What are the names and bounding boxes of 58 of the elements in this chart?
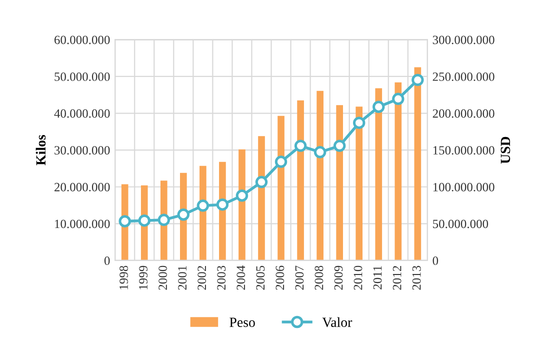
y2-axis-title: USD xyxy=(500,136,510,164)
x-tick-label: 2013 xyxy=(412,266,421,290)
y-tick-label: 0 xyxy=(104,256,110,265)
y2-tick-label: 200.000.000 xyxy=(432,109,494,118)
y2-tick-label: 250.000.000 xyxy=(432,72,494,81)
point xyxy=(138,214,150,227)
point xyxy=(372,100,385,113)
point xyxy=(392,92,404,106)
y-tick-label: 10.000.000 xyxy=(55,220,110,228)
x-tick-label: 2005 xyxy=(256,266,265,290)
x-tick-label: 2009 xyxy=(334,266,343,290)
point xyxy=(412,74,424,86)
bar xyxy=(394,82,402,260)
bar xyxy=(297,100,304,260)
bar xyxy=(356,106,363,260)
bar xyxy=(336,105,344,260)
y-tick-label: 60.000.000 xyxy=(54,36,110,44)
point xyxy=(118,215,131,228)
bar xyxy=(316,90,324,260)
point xyxy=(177,208,190,221)
y2-tick-label: 300.000.000 xyxy=(432,36,494,44)
y2-tick-label: 150.000.000 xyxy=(433,146,494,155)
bar xyxy=(375,88,382,260)
x-tick-label: 2004 xyxy=(236,266,246,290)
point xyxy=(196,200,210,212)
point xyxy=(294,140,307,152)
x-tick-label: 2008 xyxy=(314,266,324,290)
x-tick-label: 2003 xyxy=(217,266,226,290)
point xyxy=(353,116,366,129)
bar xyxy=(278,116,284,260)
y-tick-label: 50.000.000 xyxy=(54,72,110,81)
y-tick-label: 30.000.000 xyxy=(54,146,110,155)
y2-tick-label: 100.000.000 xyxy=(433,182,494,192)
y-tick-label: 40.000.000 xyxy=(54,109,110,118)
point xyxy=(274,156,288,168)
x-tick-label: 1998 xyxy=(120,266,128,290)
point xyxy=(236,190,248,202)
x-tick-label: 1999 xyxy=(139,266,148,290)
point xyxy=(255,176,268,188)
x-tick-label: 2002 xyxy=(198,266,206,290)
x-tick-label: 2000 xyxy=(158,266,168,290)
bar xyxy=(258,136,265,260)
point xyxy=(314,146,326,158)
legend-label: Peso xyxy=(230,318,255,327)
point xyxy=(216,198,229,211)
legend-label: Valor xyxy=(322,317,352,328)
y-tick-label: 20.000.000 xyxy=(54,182,110,192)
y2-tick-label: 50.000.000 xyxy=(433,220,488,228)
y2-tick-label: 0 xyxy=(432,256,438,265)
point xyxy=(333,140,346,152)
x-tick-label: 2012 xyxy=(392,266,402,290)
x-tick-label: 2006 xyxy=(276,266,284,290)
x-tick-label: 2001 xyxy=(178,266,187,290)
x-tick-label: 2010 xyxy=(354,266,362,290)
y-axis-title: Kilos xyxy=(36,134,46,166)
point xyxy=(158,214,170,226)
x-tick-label: 2011 xyxy=(373,266,382,290)
x-tick-label: 2007 xyxy=(295,266,304,290)
